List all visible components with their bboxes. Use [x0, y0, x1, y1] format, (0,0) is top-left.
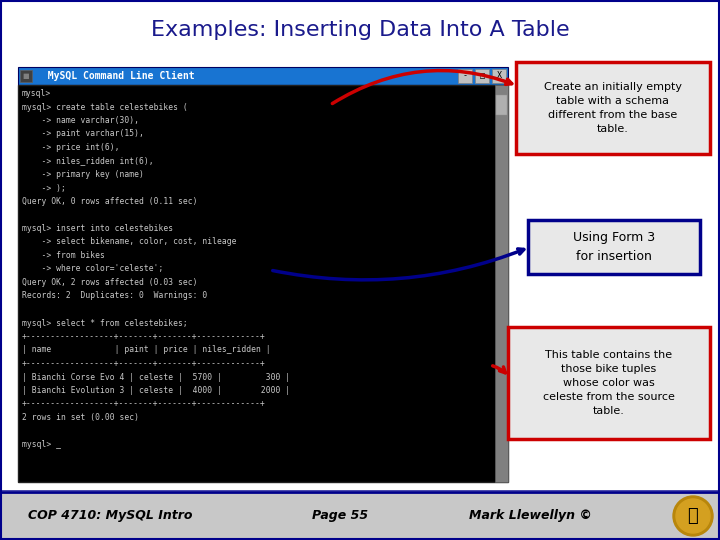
Text: ■: ■: [23, 73, 30, 79]
Text: Records: 2  Duplicates: 0  Warnings: 0: Records: 2 Duplicates: 0 Warnings: 0: [22, 292, 207, 300]
Text: +------------------+-------+-------+-------------+: +------------------+-------+-------+----…: [22, 359, 266, 368]
Text: -> price int(6),: -> price int(6),: [22, 143, 120, 152]
Bar: [20, 70, 32, 82]
FancyBboxPatch shape: [18, 67, 508, 85]
Text: +------------------+-------+-------+-------------+: +------------------+-------+-------+----…: [22, 400, 266, 408]
Text: mysql> _: mysql> _: [22, 440, 61, 449]
Text: mysql> create table celestebikes (: mysql> create table celestebikes (: [22, 103, 188, 111]
Text: -> select bikename, color, cost, nileage: -> select bikename, color, cost, nileage: [22, 238, 236, 246]
Text: mysql>: mysql>: [22, 89, 51, 98]
Text: | name             | paint | price | niles_ridden |: | name | paint | price | niles_ridden |: [22, 346, 271, 354]
Text: -> paint varchar(15),: -> paint varchar(15),: [22, 130, 144, 138]
Text: This table contains the
those bike tuples
whose color was
celeste from the sourc: This table contains the those bike tuple…: [543, 350, 675, 416]
Text: mysql> insert into celestebikes: mysql> insert into celestebikes: [22, 224, 173, 233]
Text: -: -: [462, 71, 467, 80]
FancyBboxPatch shape: [475, 69, 489, 83]
FancyBboxPatch shape: [516, 62, 710, 154]
FancyBboxPatch shape: [496, 95, 507, 115]
Text: Mark Llewellyn ©: Mark Llewellyn ©: [469, 510, 591, 523]
Text: -> primary key (name): -> primary key (name): [22, 170, 144, 179]
Text: mysql> select * from celestebikes;: mysql> select * from celestebikes;: [22, 319, 188, 327]
FancyBboxPatch shape: [492, 69, 506, 83]
Text: Query OK, 0 rows affected (0.11 sec): Query OK, 0 rows affected (0.11 sec): [22, 197, 197, 206]
FancyBboxPatch shape: [18, 85, 508, 482]
Text: Create an initially empty
table with a schema
different from the base
table.: Create an initially empty table with a s…: [544, 82, 682, 134]
Text: 2 rows in set (0.00 sec): 2 rows in set (0.00 sec): [22, 413, 139, 422]
Circle shape: [676, 499, 710, 533]
Text: MySQL Command Line Client: MySQL Command Line Client: [36, 71, 194, 81]
Text: □: □: [480, 71, 485, 80]
Text: Examples: Inserting Data Into A Table: Examples: Inserting Data Into A Table: [150, 20, 570, 40]
FancyBboxPatch shape: [508, 327, 710, 439]
Text: -> niles_ridden int(6),: -> niles_ridden int(6),: [22, 157, 153, 165]
FancyBboxPatch shape: [528, 220, 700, 274]
FancyBboxPatch shape: [458, 69, 472, 83]
Text: | Bianchi Evolution 3 | celeste |  4000 |        2000 |: | Bianchi Evolution 3 | celeste | 4000 |…: [22, 386, 290, 395]
Text: -> from bikes: -> from bikes: [22, 251, 105, 260]
Text: +------------------+-------+-------+-------------+: +------------------+-------+-------+----…: [22, 332, 266, 341]
Text: -> where color='celeste';: -> where color='celeste';: [22, 265, 163, 273]
Circle shape: [673, 496, 713, 536]
Text: -> name varchar(30),: -> name varchar(30),: [22, 116, 139, 125]
Text: -> );: -> );: [22, 184, 66, 192]
Text: 🦢: 🦢: [688, 507, 698, 525]
FancyBboxPatch shape: [495, 85, 508, 482]
Text: Query OK, 2 rows affected (0.03 sec): Query OK, 2 rows affected (0.03 sec): [22, 278, 197, 287]
Text: | Bianchi Corse Evo 4 | celeste |  5700 |         300 |: | Bianchi Corse Evo 4 | celeste | 5700 |…: [22, 373, 290, 381]
Text: Using Form 3
for insertion: Using Form 3 for insertion: [573, 232, 655, 262]
Text: COP 4710: MySQL Intro: COP 4710: MySQL Intro: [28, 510, 192, 523]
Text: Page 55: Page 55: [312, 510, 368, 523]
Text: X: X: [497, 71, 502, 80]
FancyBboxPatch shape: [0, 492, 720, 540]
